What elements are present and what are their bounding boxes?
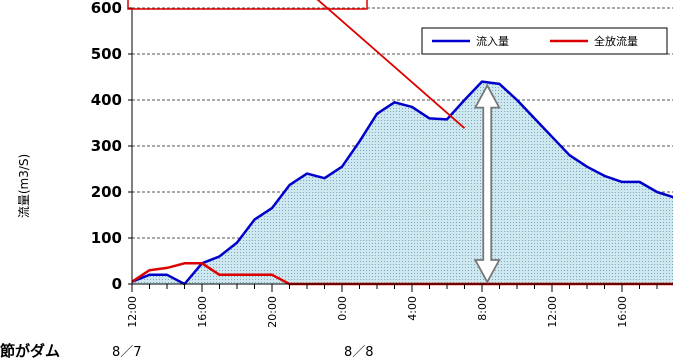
date-label-0: 8／7 [112,345,142,360]
xtick-label-4: 4:00 [406,296,419,321]
ytick-label-500: 500 [91,45,122,63]
callout-box-edge [127,0,368,10]
ytick-label-100: 100 [91,229,122,247]
ytick-label-0: 0 [112,275,122,293]
ytick-label-600: 600 [91,0,122,17]
peak-double-arrow [473,83,501,284]
annotations [127,0,501,284]
y-axis-label: 流量(m3/S) [17,154,31,218]
date-label-1: 8／8 [344,345,374,360]
cutoff-caption: 節がダム [0,342,60,360]
legend-label-1: 全放流量 [594,34,638,48]
xtick-label-5: 8:00 [476,296,489,321]
xtick-label-0: 12:00 [126,296,139,328]
xtick-label-7: 16:00 [616,296,629,328]
inflow-area [132,81,673,284]
ytick-label-300: 300 [91,137,122,155]
callout-line [316,0,466,129]
cutoff-caption-bg [0,320,96,362]
legend-label-0: 流入量 [476,34,509,48]
legend: 流入量 全放流量 [421,27,668,55]
inflow-area-fill [132,81,673,284]
xtick-label-6: 12:00 [546,296,559,328]
ytick-label-400: 400 [91,91,122,109]
xtick-label-3: 0:00 [336,296,349,321]
xtick-label-2: 20:00 [266,296,279,328]
axes [128,7,673,292]
xtick-label-1: 16:00 [196,296,209,328]
ytick-label-200: 200 [91,183,122,201]
series-line-0 [132,80,673,286]
